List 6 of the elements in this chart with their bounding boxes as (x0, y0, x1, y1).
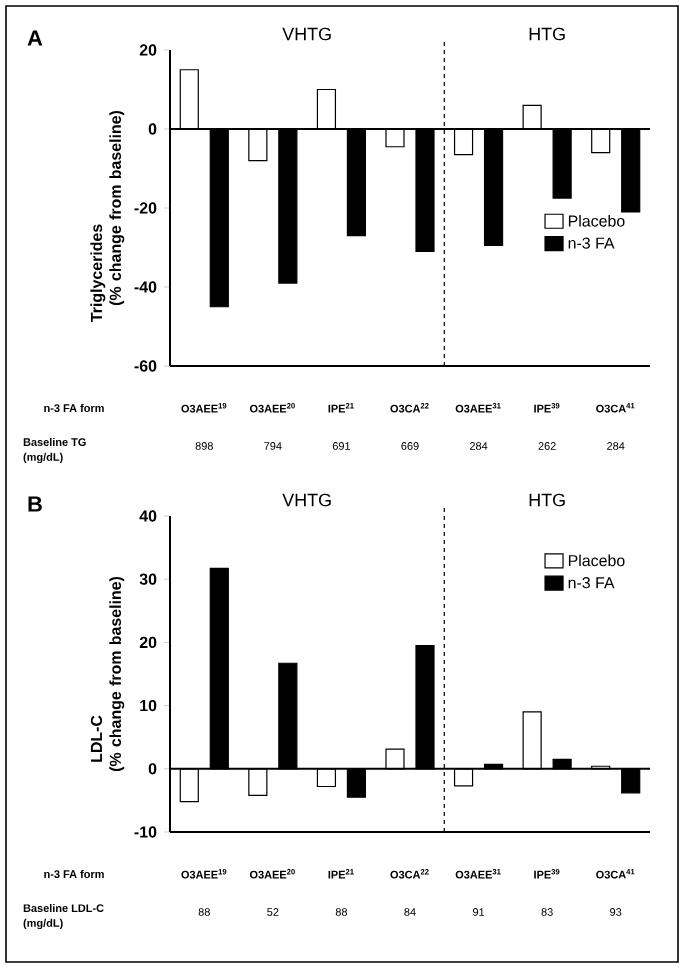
text: HTG (529, 493, 565, 507)
text: B (28, 496, 42, 512)
text: VHTG (282, 493, 331, 507)
text: HTG (529, 27, 565, 41)
text: A (27, 30, 43, 46)
text: VHTG (282, 27, 331, 41)
